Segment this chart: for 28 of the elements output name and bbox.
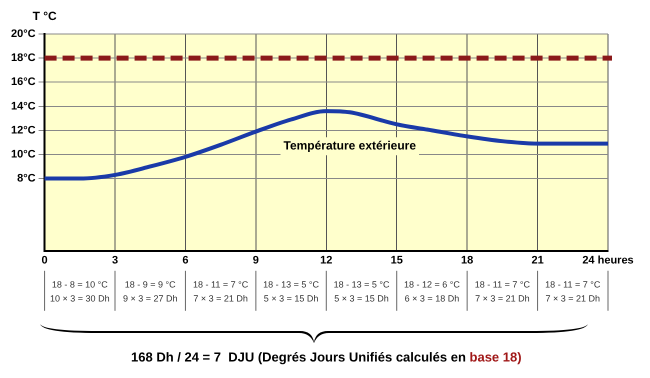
text: 18 - 13 = 5 °C 5 × 3 = 15 Dh: [263, 279, 320, 304]
y-tick-label: 12°C: [11, 124, 36, 136]
x-tick-label: 21: [531, 254, 544, 266]
x-tick-label: 12: [320, 254, 332, 266]
text: 18 - 8 = 10 °C 10 × 3 = 30 Dh: [50, 279, 110, 304]
text: 18 - 11 = 7 °C 7 × 3 = 21 Dh: [545, 279, 601, 304]
text: 18 - 13 = 5 °C 5 × 3 = 15 Dh: [334, 279, 390, 304]
x-tick-label: 9: [252, 254, 259, 266]
x-tick-label: 15: [390, 254, 403, 266]
x-tick-label: 24 heures: [582, 254, 634, 266]
text: 168 Dh / 24 = 7 DJU (Degrés Jours Unifiés calculés en: [131, 350, 470, 365]
y-tick-label: 10°C: [11, 148, 36, 160]
text: 18 - 11 = 7 °C 7 × 3 = 21 Dh: [474, 279, 530, 304]
text: 18 - 11 = 7 °C 7 × 3 = 21 Dh: [193, 279, 249, 304]
y-tick-label: 16°C: [11, 76, 36, 88]
x-tick-label: 0: [42, 254, 48, 266]
x-tick-label: 3: [112, 254, 118, 266]
x-tick-label: 18: [461, 254, 474, 266]
y-tick-label: 18°C: [11, 52, 36, 64]
text: base 18): [470, 350, 522, 365]
y-tick-label: 14°C: [11, 100, 36, 112]
text: 18 - 9 = 9 °C 9 × 3 = 27 Dh: [122, 279, 178, 304]
y-tick-label: 20°C: [11, 28, 36, 40]
y-axis-title: T °C: [32, 9, 58, 23]
x-tick-label: 6: [182, 254, 188, 266]
y-tick-label: 8°C: [17, 172, 36, 185]
series-label: Température extérieure: [284, 138, 416, 153]
text: 18 - 12 = 6 °C 6 × 3 = 18 Dh: [404, 279, 460, 304]
